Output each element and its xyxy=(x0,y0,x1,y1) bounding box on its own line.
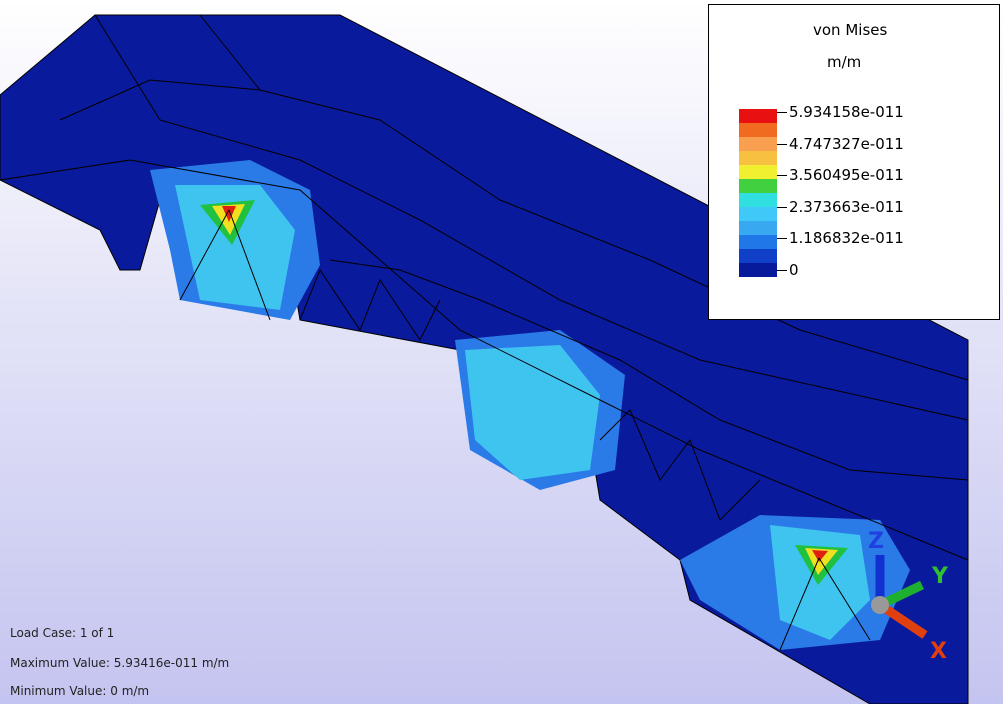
legend-label: 5.934158e-011 xyxy=(789,103,904,121)
legend-tick xyxy=(777,207,787,208)
min-label: Minimum Value: xyxy=(10,684,106,698)
axis-label: Z xyxy=(868,529,884,554)
color-band xyxy=(739,235,777,249)
color-band xyxy=(739,207,777,221)
axis-label: X xyxy=(930,639,947,664)
color-band xyxy=(739,151,777,165)
legend-label: 3.560495e-011 xyxy=(789,166,904,184)
legend: von Mises m/m 5.934158e-011 4.747327e-011… xyxy=(708,4,1000,320)
legend-tick xyxy=(777,238,787,239)
legend-label: 0 xyxy=(789,261,799,279)
load-case: Load Case: 1 of 1 xyxy=(10,626,114,640)
color-band xyxy=(739,165,777,179)
legend-tick xyxy=(777,270,787,271)
legend-tick xyxy=(777,144,787,145)
max-unit: m/m xyxy=(202,656,229,670)
min-value: Minimum Value: 0 m/m xyxy=(10,684,149,698)
color-band xyxy=(739,221,777,235)
viewport: Z Y X von Mises m/m 5.934158e-011 4.74732… xyxy=(0,0,1003,704)
color-band xyxy=(739,123,777,137)
color-band xyxy=(739,249,777,263)
legend-title: von Mises xyxy=(813,21,887,39)
legend-tick xyxy=(777,175,787,176)
legend-label: 4.747327e-011 xyxy=(789,135,904,153)
legend-tick xyxy=(777,112,787,113)
color-band xyxy=(739,109,777,123)
color-band xyxy=(739,179,777,193)
color-band xyxy=(739,137,777,151)
color-band xyxy=(739,263,777,277)
legend-label: 1.186832e-011 xyxy=(789,229,904,247)
min-unit: 0 m/m xyxy=(110,684,149,698)
legend-label: 2.373663e-011 xyxy=(789,198,904,216)
max-label: Maximum Value: 5.93416e-011 xyxy=(10,656,198,670)
color-bar xyxy=(739,109,777,277)
color-band xyxy=(739,193,777,207)
max-value: Maximum Value: 5.93416e-011 m/m xyxy=(10,656,229,670)
axis-label: Y xyxy=(931,564,949,589)
legend-unit: m/m xyxy=(827,53,861,71)
